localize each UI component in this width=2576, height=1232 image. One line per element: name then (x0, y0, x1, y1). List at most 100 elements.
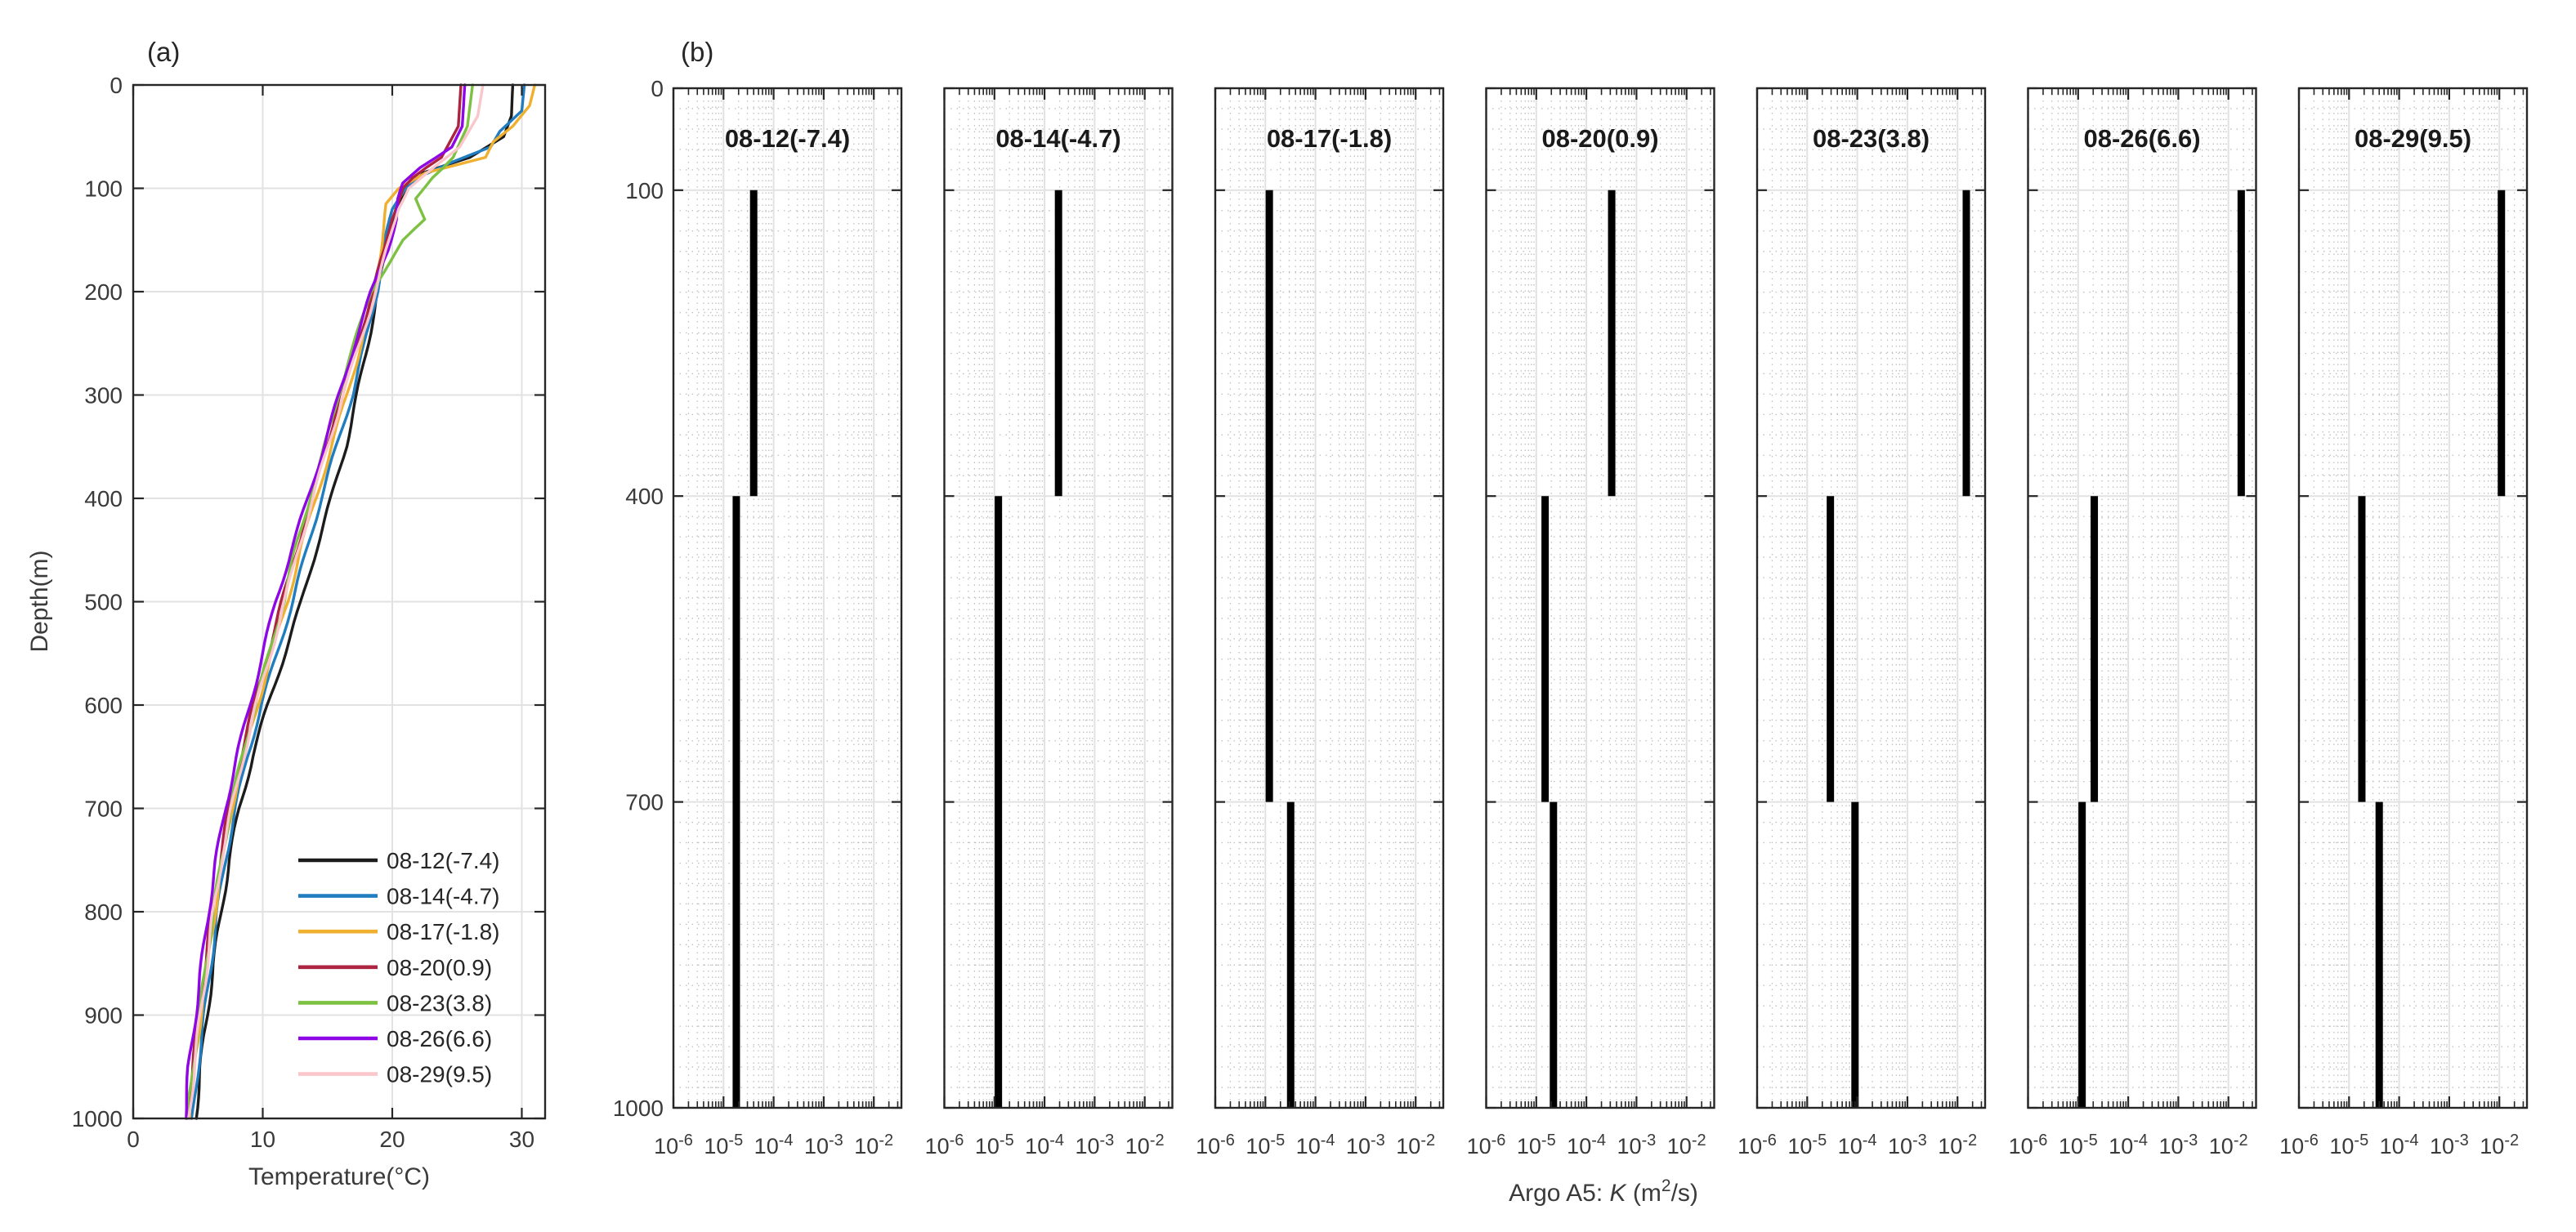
legend-item-label: 08-29(9.5) (387, 1062, 492, 1087)
temp-series-08-20(0.9) (186, 83, 463, 1120)
k-xtick-labels: 10-6 10-5 10-4 10-3 10-2 (654, 1132, 893, 1158)
k-xtick-label: 10-6 (2009, 1132, 2048, 1158)
k-profile-line (2078, 190, 2245, 1108)
panel-b-xlabel: Argo A5: K (m2/s) (1509, 1176, 1698, 1207)
panel-a-ylabel: Depth(m) (26, 550, 53, 652)
legend-item-label: 08-20(0.9) (387, 955, 492, 980)
temp-series-08-14(-4.7) (190, 83, 526, 1120)
k-subplot-08-17(-1.8): 08-17(-1.8) 10-6 10-5 10-4 10-3 10-2 (1196, 87, 1445, 1158)
legend-item-label: 08-26(6.6) (387, 1026, 492, 1051)
k-major-grid (944, 88, 1173, 1108)
k-xtick-label: 10-5 (1787, 1132, 1827, 1158)
k-ytick-label: 0 (651, 76, 664, 101)
legend-item: 08-12(-7.4) (298, 848, 500, 873)
k-subplot-08-23(3.8): 08-23(3.8) 10-6 10-5 10-4 10-3 10-2 (1737, 87, 1987, 1158)
k-frame (2027, 87, 2257, 1109)
panel-a-ytick-label: 0 (110, 73, 123, 98)
k-frame (672, 87, 903, 1109)
k-xtick-label: 10-3 (1075, 1132, 1114, 1158)
legend-item: 08-14(-4.7) (298, 884, 500, 909)
legend-item-label: 08-14(-4.7) (387, 884, 500, 909)
panel-a: 0 10 20 30010020030040050060070080090010000… (72, 73, 547, 1152)
panel-a-label: (a) (147, 37, 180, 67)
k-xtick-label: 10-5 (2059, 1132, 2098, 1158)
legend-item: 08-29(9.5) (298, 1062, 492, 1087)
k-profile-line (2358, 190, 2506, 1108)
k-frame (943, 87, 1174, 1109)
k-xtick-label: 10-6 (1196, 1132, 1235, 1158)
legend-item: 08-17(-1.8) (298, 919, 500, 944)
k-major-grid (1757, 88, 1985, 1108)
k-xtick-label: 10-2 (1125, 1132, 1165, 1158)
k-xtick-label: 10-3 (2430, 1132, 2469, 1158)
k-xtick-label: 10-3 (2158, 1132, 2198, 1158)
panel-a-ytick-label: 200 (84, 279, 123, 305)
k-xtick-label: 10-2 (1667, 1132, 1706, 1158)
panel-a-ytick-label: 300 (84, 383, 123, 408)
k-xtick-label: 10-2 (854, 1132, 893, 1158)
k-minor-grid (2299, 88, 2527, 1108)
k-xtick-labels: 10-6 10-5 10-4 10-3 10-2 (1467, 1132, 1706, 1158)
panel-a-xtick-label: 0 (127, 1127, 140, 1152)
k-xtick-label: 10-6 (1737, 1132, 1777, 1158)
panel-b-xlabel-superscript: 2 (1661, 1176, 1671, 1195)
k-xtick-labels: 10-6 10-5 10-4 10-3 10-2 (925, 1132, 1165, 1158)
k-minor-grid (1757, 88, 1985, 1108)
k-xtick-label: 10-3 (1346, 1132, 1385, 1158)
k-xtick-label: 10-4 (754, 1132, 794, 1158)
k-major-grid (1486, 88, 1715, 1108)
panel-a-xtick-label: 20 (379, 1127, 405, 1152)
panel-b: 08-12(-7.4) 10-6 10-5 10-4 10-3 10-2 0 100 400 70… (613, 76, 2529, 1158)
legend-item-label: 08-12(-7.4) (387, 848, 500, 873)
k-minor-grid (2028, 88, 2256, 1108)
k-frame (2297, 87, 2529, 1109)
k-profile-line (1827, 190, 1970, 1108)
k-subplot-title: 08-17(-1.8) (1267, 124, 1392, 153)
panel-a-xtick-label: 30 (509, 1127, 534, 1152)
k-xtick-labels: 10-6 10-5 10-4 10-3 10-2 (1196, 1132, 1435, 1158)
k-xtick-label: 10-2 (2480, 1132, 2519, 1158)
panel-a-legend: 08-12(-7.4) 08-14(-4.7) 08-17(-1.8) 08-20(0… (298, 848, 500, 1087)
k-xtick-label: 10-6 (1467, 1132, 1506, 1158)
generated-plot-content: 0 10 20 30010020030040050060070080090010000… (72, 73, 2529, 1158)
k-xtick-label: 10-4 (1296, 1132, 1335, 1158)
legend-item: 08-23(3.8) (298, 990, 492, 1016)
k-xtick-label: 10-6 (2279, 1132, 2319, 1158)
k-profile-line (995, 190, 1062, 1108)
k-major-grid (2028, 88, 2256, 1108)
k-xtick-label: 10-3 (1617, 1132, 1656, 1158)
k-subplot-title: 08-12(-7.4) (725, 124, 850, 153)
k-subplot-08-26(6.6): 08-26(6.6) 10-6 10-5 10-4 10-3 10-2 (2009, 87, 2257, 1158)
panel-a-ytick-label: 400 (84, 486, 123, 511)
k-minor-grid (1486, 88, 1715, 1108)
k-xtick-label: 10-3 (1888, 1132, 1927, 1158)
panel-a-xlabel: Temperature(°C) (248, 1163, 430, 1190)
k-minor-grid (1215, 88, 1443, 1108)
k-minor-grid (944, 88, 1173, 1108)
k-xtick-label: 10-5 (975, 1132, 1014, 1158)
k-xtick-labels: 10-6 10-5 10-4 10-3 10-2 (2009, 1132, 2248, 1158)
k-xtick-label: 10-2 (2209, 1132, 2248, 1158)
temp-series-08-29(9.5) (186, 83, 485, 1120)
k-subplot-08-12(-7.4): 08-12(-7.4) 10-6 10-5 10-4 10-3 10-2 0 100 400 70… (613, 76, 903, 1158)
legend-item: 08-26(6.6) (298, 1026, 492, 1051)
panel-b-xlabel-unit-open: (m (1626, 1180, 1661, 1207)
k-xtick-label: 10-2 (1396, 1132, 1435, 1158)
panel-b-label: (b) (681, 37, 713, 67)
k-subplot-title: 08-23(3.8) (1813, 124, 1930, 153)
legend-item-label: 08-17(-1.8) (387, 919, 500, 944)
k-xtick-label: 10-4 (1567, 1132, 1606, 1158)
k-xtick-label: 10-4 (2109, 1132, 2148, 1158)
panel-a-frame (132, 83, 547, 1120)
k-xtick-label: 10-4 (1838, 1132, 1877, 1158)
panel-a-ytick-label: 600 (84, 693, 123, 718)
k-xtick-label: 10-4 (2380, 1132, 2419, 1158)
k-profile-line (1265, 190, 1295, 1108)
k-subplot-title: 08-29(9.5) (2355, 124, 2471, 153)
k-minor-grid (673, 88, 901, 1108)
panel-b-xlabel-prefix: Argo A5: (1509, 1180, 1609, 1207)
k-subplot-08-20(0.9): 08-20(0.9) 10-6 10-5 10-4 10-3 10-2 (1467, 87, 1715, 1158)
